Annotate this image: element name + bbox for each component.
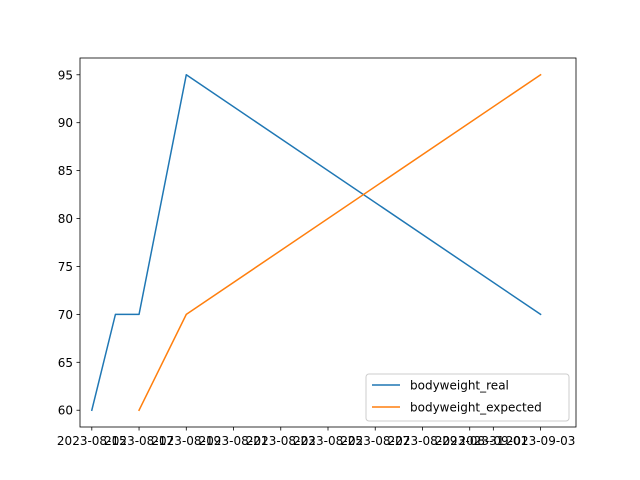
- y-tick-label: 90: [58, 116, 73, 130]
- x-tick-label: 2023-08-21: [199, 434, 269, 448]
- legend-label-bodyweight-real: bodyweight_real: [410, 379, 509, 393]
- x-tick-label: 2023-08-23: [246, 434, 316, 448]
- y-axis: 60 65 70 75 80 85 90 95: [58, 68, 80, 418]
- plot-frame: [79, 57, 577, 428]
- legend: bodyweight_real bodyweight_expected: [365, 373, 570, 422]
- y-tick-label: 95: [58, 68, 73, 82]
- x-tick-label: 2023-08-25: [293, 434, 363, 448]
- x-tick-label: 2023-08-19: [151, 434, 221, 448]
- x-tick-label: 2023-08-31: [435, 434, 505, 448]
- plot-area: [80, 58, 576, 427]
- y-tick-label: 80: [58, 212, 73, 226]
- y-tick-label: 85: [58, 164, 73, 178]
- y-tick-label: 75: [58, 260, 73, 274]
- y-tick-label: 65: [58, 356, 73, 370]
- x-tick-label: 2023-08-17: [104, 434, 174, 448]
- series-line-bodyweight-real: [90, 74, 542, 412]
- x-tick-label: 2023-09-01: [458, 434, 528, 448]
- legend-label-bodyweight-expected: bodyweight_expected: [410, 401, 542, 415]
- x-tick-label: 2023-08-27: [340, 434, 410, 448]
- x-tick-label: 2023-09-03: [506, 434, 576, 448]
- legend-box: [365, 373, 570, 422]
- y-tick-label: 60: [58, 404, 73, 418]
- series-line-bodyweight-expected: [138, 73, 542, 412]
- x-tick-label: 2023-08-15: [57, 434, 127, 448]
- series-lines: [90, 73, 542, 412]
- x-tick-label: 2023-08-29: [388, 434, 458, 448]
- y-tick-label: 70: [58, 308, 73, 322]
- x-axis: 2023-08-152023-08-172023-08-192023-08-21…: [57, 427, 576, 448]
